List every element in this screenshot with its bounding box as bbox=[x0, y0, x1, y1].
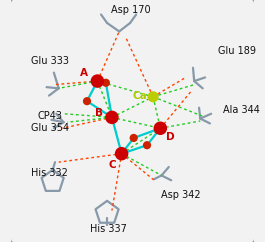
Text: Glu 333: Glu 333 bbox=[31, 55, 69, 66]
Circle shape bbox=[106, 111, 118, 123]
Text: C: C bbox=[108, 160, 116, 170]
Text: His 332: His 332 bbox=[31, 168, 68, 178]
Text: B: B bbox=[95, 107, 103, 118]
Circle shape bbox=[116, 148, 128, 160]
FancyBboxPatch shape bbox=[10, 0, 255, 242]
Text: Asp 342: Asp 342 bbox=[161, 190, 201, 200]
Text: A: A bbox=[80, 68, 88, 78]
Text: Glu 189: Glu 189 bbox=[218, 46, 257, 56]
Circle shape bbox=[144, 142, 151, 149]
Text: His 337: His 337 bbox=[90, 224, 127, 234]
Circle shape bbox=[130, 135, 137, 141]
Circle shape bbox=[148, 92, 158, 102]
Circle shape bbox=[84, 98, 90, 105]
Text: Ca: Ca bbox=[132, 91, 147, 101]
Text: Asp 170: Asp 170 bbox=[112, 5, 151, 15]
Circle shape bbox=[103, 79, 109, 86]
Text: Ala 344: Ala 344 bbox=[223, 105, 260, 115]
Text: CP43
Glu 354: CP43 Glu 354 bbox=[31, 111, 69, 133]
Circle shape bbox=[154, 122, 166, 134]
Text: D: D bbox=[166, 132, 175, 143]
Circle shape bbox=[91, 75, 103, 87]
